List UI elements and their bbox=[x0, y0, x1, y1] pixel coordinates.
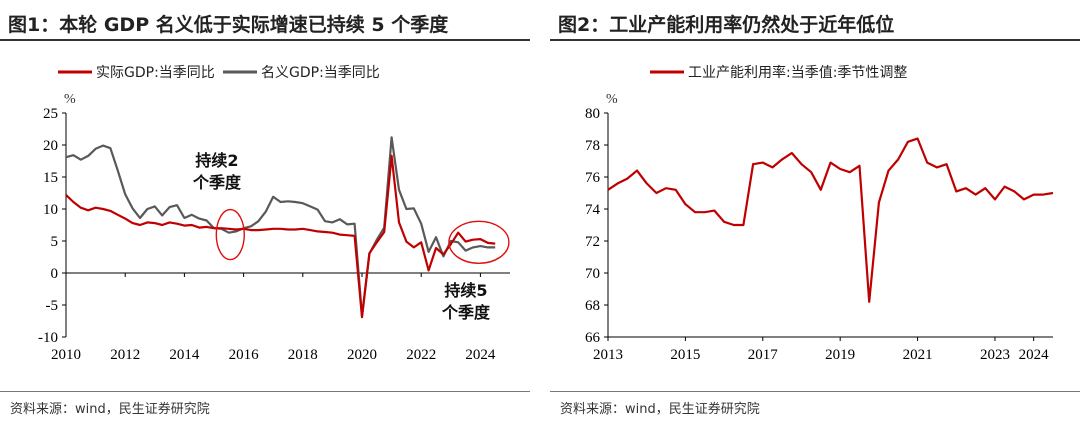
source-note: 资料来源：wind，民生证券研究院 bbox=[10, 402, 210, 417]
x-tick-label: 2021 bbox=[903, 347, 933, 363]
legend-label-0: 工业产能利用率:当季值:季节性调整 bbox=[688, 64, 907, 81]
y-tick-label: 0 bbox=[51, 266, 59, 282]
x-tick-label: 2023 bbox=[980, 347, 1010, 363]
chart-title-capacity: 图2：工业产能利用率仍然处于近年低位 bbox=[558, 14, 895, 36]
source-divider bbox=[550, 391, 1080, 392]
y-tick-label: 5 bbox=[51, 234, 59, 250]
x-tick-label: 2014 bbox=[169, 347, 200, 363]
annotation-text: 个季度 bbox=[192, 173, 242, 192]
y-tick-label: 25 bbox=[43, 106, 58, 122]
y-unit-label: % bbox=[606, 92, 618, 107]
annotation-text: 持续5 bbox=[444, 281, 487, 300]
y-tick-label: 66 bbox=[585, 330, 601, 346]
x-tick-label: 2018 bbox=[288, 347, 318, 363]
chart-panel-capacity: 图2：工业产能利用率仍然处于近年低位 工业产能利用率:当季值:季节性调整% 80 7… bbox=[550, 0, 1080, 423]
y-unit-label: % bbox=[64, 92, 76, 107]
y-tick-label: 76 bbox=[585, 170, 601, 186]
annotation-text: 个季度 bbox=[441, 303, 491, 322]
gdp-growth-chart: 实际GDP:当季同比 名义GDP:当季同比% 25 20 15 10 5 0 -5 -102010… bbox=[38, 65, 510, 363]
x-tick-label: 2012 bbox=[110, 347, 140, 363]
highlight-ellipse bbox=[448, 220, 510, 264]
y-tick-label: 78 bbox=[585, 138, 600, 154]
y-tick-label: 80 bbox=[585, 106, 600, 122]
series-line-0 bbox=[65, 154, 496, 319]
y-tick-label: 15 bbox=[43, 170, 58, 186]
y-tick-label: 68 bbox=[585, 298, 600, 314]
title-divider bbox=[0, 39, 530, 41]
y-tick-label: 74 bbox=[585, 202, 601, 218]
y-tick-label: 10 bbox=[43, 202, 58, 218]
chart-panel-gdp: 图1：本轮 GDP 名义低于实际增速已持续 5 个季度 实际GDP:当季同比 名义… bbox=[0, 0, 530, 423]
y-tick-label: 20 bbox=[43, 138, 58, 154]
series-line-0 bbox=[607, 137, 1054, 303]
y-tick-label: -5 bbox=[46, 298, 59, 314]
x-tick-label: 2015 bbox=[670, 347, 700, 363]
chart-title-gdp: 图1：本轮 GDP 名义低于实际增速已持续 5 个季度 bbox=[8, 14, 449, 36]
x-tick-label: 2013 bbox=[593, 347, 623, 363]
x-tick-label: 2019 bbox=[825, 347, 855, 363]
legend-label-1: 名义GDP:当季同比 bbox=[261, 65, 380, 81]
x-tick-label: 2024 bbox=[465, 347, 496, 363]
title-divider bbox=[550, 39, 1080, 41]
series-line-1 bbox=[65, 136, 496, 317]
y-tick-label: 70 bbox=[585, 266, 600, 282]
legend-label-0: 实际GDP:当季同比 bbox=[96, 65, 215, 81]
x-tick-label: 2017 bbox=[748, 347, 779, 363]
source-note: 资料来源：wind，民生证券研究院 bbox=[560, 402, 760, 417]
x-tick-label: 2010 bbox=[51, 347, 81, 363]
y-tick-label: -10 bbox=[38, 330, 58, 346]
source-divider bbox=[0, 391, 530, 392]
x-tick-label: 2020 bbox=[347, 347, 377, 363]
x-tick-label: 2022 bbox=[406, 347, 436, 363]
x-tick-label: 2016 bbox=[229, 347, 260, 363]
highlight-ellipse bbox=[215, 208, 245, 261]
y-tick-label: 72 bbox=[585, 234, 600, 250]
x-tick-label: 2024 bbox=[1019, 347, 1049, 363]
annotation-text: 持续2 bbox=[195, 151, 238, 170]
